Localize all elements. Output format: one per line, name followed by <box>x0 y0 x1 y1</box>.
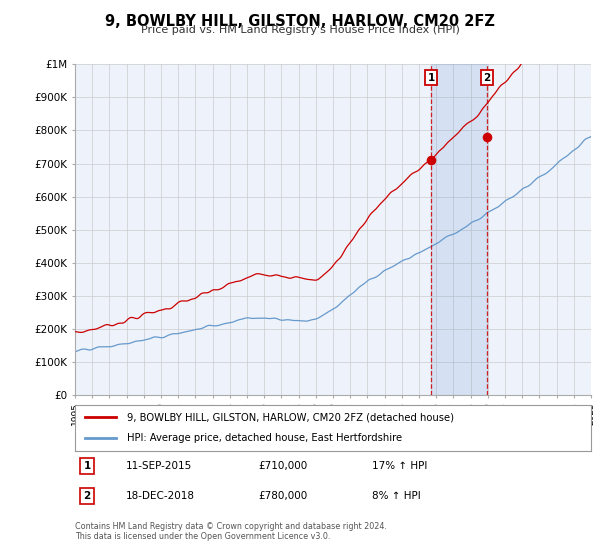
Text: 9, BOWLBY HILL, GILSTON, HARLOW, CM20 2FZ: 9, BOWLBY HILL, GILSTON, HARLOW, CM20 2F… <box>105 14 495 29</box>
Text: HPI: Average price, detached house, East Hertfordshire: HPI: Average price, detached house, East… <box>127 433 402 444</box>
Point <box>482 133 492 142</box>
Text: 17% ↑ HPI: 17% ↑ HPI <box>372 461 427 471</box>
Text: £710,000: £710,000 <box>258 461 307 471</box>
Text: 9, BOWLBY HILL, GILSTON, HARLOW, CM20 2FZ (detached house): 9, BOWLBY HILL, GILSTON, HARLOW, CM20 2F… <box>127 412 454 422</box>
Text: 1: 1 <box>427 73 434 83</box>
Text: Price paid vs. HM Land Registry's House Price Index (HPI): Price paid vs. HM Land Registry's House … <box>140 25 460 35</box>
Bar <box>431 64 487 395</box>
Text: 11-SEP-2015: 11-SEP-2015 <box>126 461 192 471</box>
Text: £780,000: £780,000 <box>258 491 307 501</box>
Text: Contains HM Land Registry data © Crown copyright and database right 2024.
This d: Contains HM Land Registry data © Crown c… <box>75 522 387 542</box>
Text: 2: 2 <box>83 491 91 501</box>
Text: 18-DEC-2018: 18-DEC-2018 <box>126 491 195 501</box>
Text: 8% ↑ HPI: 8% ↑ HPI <box>372 491 421 501</box>
Text: 1: 1 <box>83 461 91 471</box>
Text: 2: 2 <box>484 73 491 83</box>
Point <box>426 156 436 165</box>
